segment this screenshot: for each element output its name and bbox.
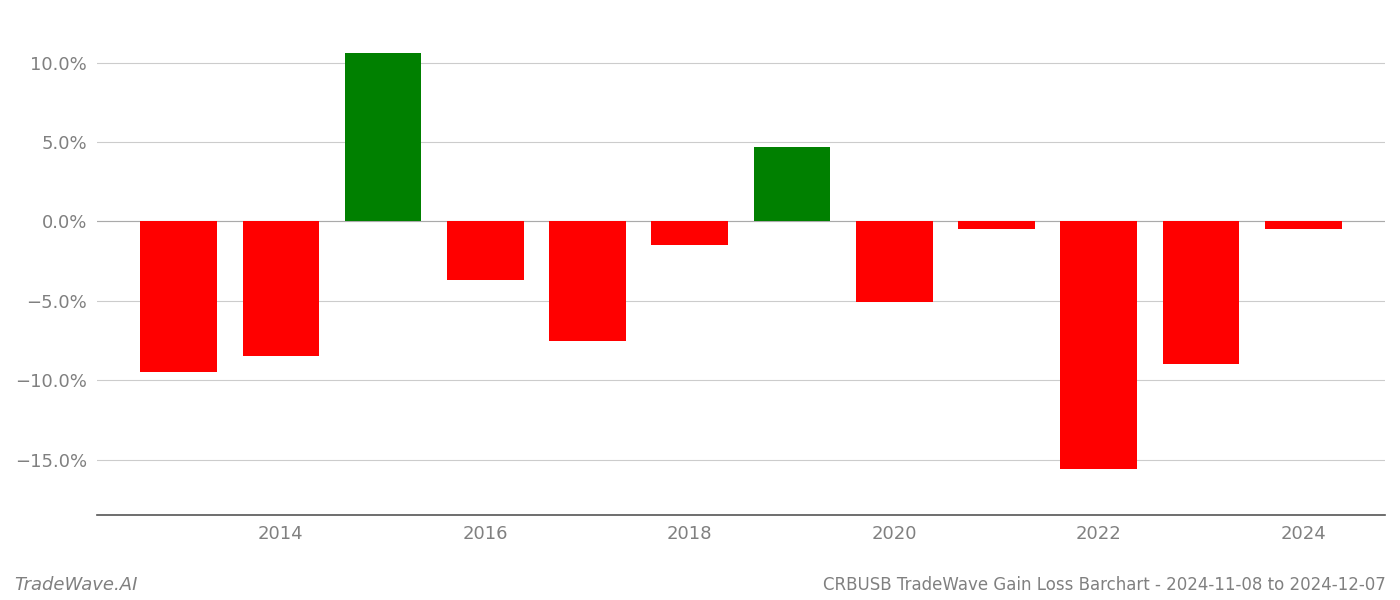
Bar [1060,221,1137,469]
Bar [651,221,728,245]
Bar [549,221,626,341]
Bar [447,221,524,280]
Text: CRBUSB TradeWave Gain Loss Barchart - 2024-11-08 to 2024-12-07: CRBUSB TradeWave Gain Loss Barchart - 20… [823,576,1386,594]
Bar [1264,221,1341,229]
Bar [242,221,319,356]
Bar [855,221,932,302]
Bar [1162,221,1239,364]
Bar [958,221,1035,229]
Bar [140,221,217,373]
Text: TradeWave.AI: TradeWave.AI [14,576,137,594]
Bar [753,147,830,221]
Bar [344,53,421,221]
